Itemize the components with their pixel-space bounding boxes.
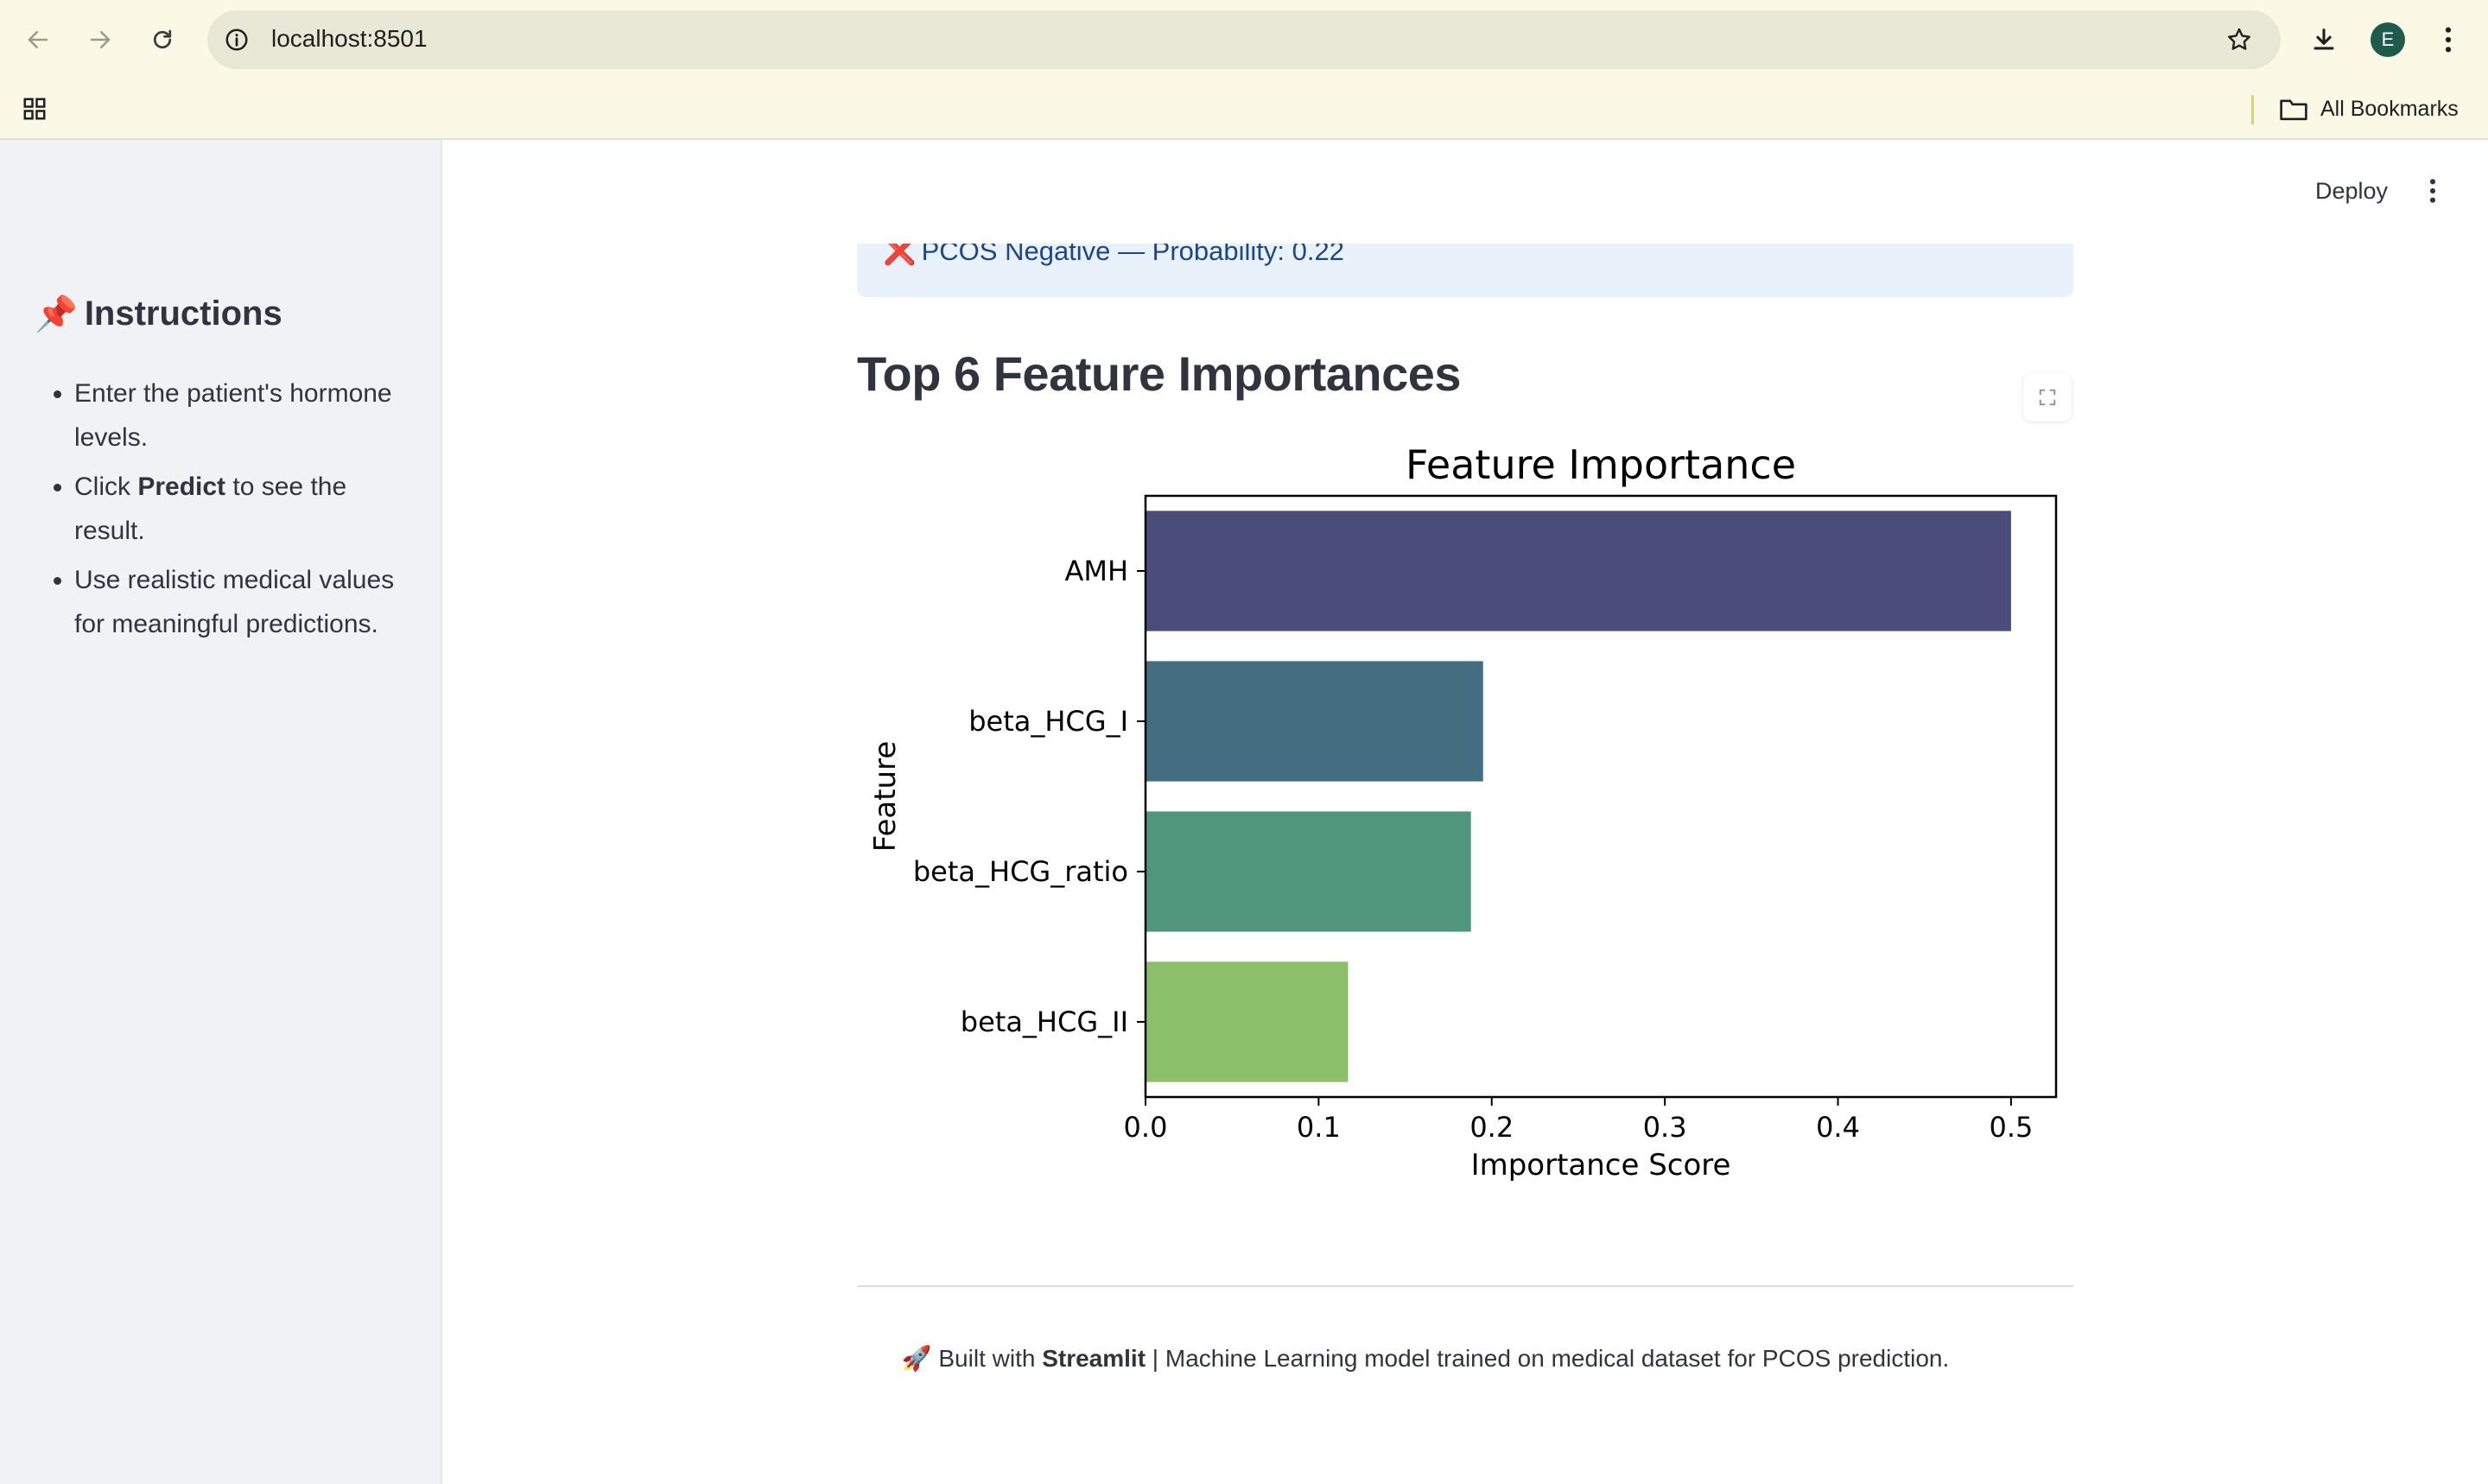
toolbar-divider xyxy=(0,138,2488,140)
x-axis-label: Importance Score xyxy=(1471,1148,1731,1183)
instruction-text: to see the result. xyxy=(74,472,347,545)
section-title: Top 6 Feature Importances xyxy=(857,346,1462,401)
instruction-item: Click Predict to see the result. xyxy=(74,465,415,553)
plot-frame xyxy=(1144,494,2058,1099)
bookmark-star-button[interactable] xyxy=(2218,19,2260,60)
apps-grid-icon xyxy=(23,98,46,120)
y-axis-label: Feature xyxy=(868,741,903,852)
expand-icon xyxy=(2039,389,2056,406)
url-text[interactable]: localhost:8501 xyxy=(271,25,428,52)
browser-toolbar: localhost:8501 E All Bookmarks xyxy=(0,0,2488,138)
profile-avatar[interactable]: E xyxy=(2371,22,2405,57)
prediction-result-box: ❌ PCOS Negative — Probability: 0.22 xyxy=(857,244,2073,297)
x-tick-label: 0.0 xyxy=(1124,1111,1168,1144)
instructions-list: Enter the patient's hormone levels. Clic… xyxy=(35,371,415,651)
sidebar-title: 📌 Instructions xyxy=(35,294,282,334)
cross-mark-icon: ❌ xyxy=(883,244,917,266)
kebab-menu-icon xyxy=(2429,179,2436,203)
reload-button[interactable] xyxy=(142,19,183,60)
y-tick-label: beta_HCG_I xyxy=(968,705,1128,738)
download-icon xyxy=(2313,29,2334,50)
deploy-button[interactable]: Deploy xyxy=(2315,177,2389,204)
pushpin-icon: 📌 xyxy=(35,295,78,333)
all-bookmarks-button[interactable]: All Bookmarks xyxy=(2279,92,2459,126)
folder-icon xyxy=(2280,99,2307,121)
x-tick-label: 0.4 xyxy=(1816,1111,1860,1144)
instruction-text: Enter the patient's hormone levels. xyxy=(74,379,392,452)
bar-beta_HCG_ratio xyxy=(1146,811,1471,932)
instruction-bold: Predict xyxy=(137,472,226,501)
prediction-result-text: PCOS Negative — Probability: 0.22 xyxy=(921,244,1344,266)
apps-grid-button[interactable] xyxy=(17,92,52,126)
instruction-text: Click xyxy=(74,472,138,501)
x-tick-label: 0.5 xyxy=(1989,1111,2033,1144)
prediction-result: ❌ PCOS Negative — Probability: 0.22 xyxy=(883,244,1344,267)
site-info-icon[interactable] xyxy=(219,22,254,57)
reload-icon xyxy=(153,29,172,49)
browser-menu-button[interactable] xyxy=(2433,19,2464,60)
sidebar-title-text: Instructions xyxy=(84,295,282,333)
feature-importance-chart: Feature Importance AMH beta_HCG_I beta_HCG_… xyxy=(868,441,2058,1183)
footer: 🚀 Built with Streamlit | Machine Learnin… xyxy=(0,1344,2488,1373)
footer-text: | Machine Learning model trained on medi… xyxy=(1146,1345,1950,1372)
kebab-menu-icon xyxy=(2445,27,2452,53)
app-menu-button[interactable] xyxy=(2415,169,2450,212)
y-tick-label: beta_HCG_II xyxy=(961,1005,1128,1038)
rocket-icon: 🚀 xyxy=(901,1345,932,1372)
fullscreen-button[interactable] xyxy=(2023,373,2072,422)
star-icon xyxy=(2228,28,2250,50)
bar-AMH xyxy=(1146,511,2011,631)
all-bookmarks-label: All Bookmarks xyxy=(2320,96,2459,121)
footer-text: Built with xyxy=(938,1345,1043,1372)
y-tick-label: beta_HCG_ratio xyxy=(913,855,1128,888)
instruction-item: Enter the patient's hormone levels. xyxy=(74,371,415,460)
x-tick-label: 0.3 xyxy=(1643,1111,1687,1144)
x-tick-label: 0.2 xyxy=(1469,1111,1514,1144)
footer-streamlit: Streamlit xyxy=(1042,1345,1146,1372)
bar-beta_HCG_II xyxy=(1146,961,1349,1082)
y-tick-label: AMH xyxy=(1064,555,1128,587)
downloads-button[interactable] xyxy=(2303,19,2345,60)
forward-button[interactable] xyxy=(79,19,121,60)
bar-beta_HCG_I xyxy=(1146,661,1483,782)
x-tick-label: 0.1 xyxy=(1297,1111,1341,1144)
back-arrow-icon xyxy=(28,31,48,48)
forward-arrow-icon xyxy=(90,31,111,48)
back-button[interactable] xyxy=(17,19,59,60)
sidebar xyxy=(0,140,442,1484)
instruction-text: Use realistic medical values for meaning… xyxy=(74,566,395,638)
chart-title: Feature Importance xyxy=(1406,441,1796,488)
footer-divider xyxy=(857,1285,2073,1287)
instruction-item: Use realistic medical values for meaning… xyxy=(74,558,415,646)
bookmarks-separator xyxy=(2251,95,2254,124)
address-bar[interactable] xyxy=(207,10,2281,69)
